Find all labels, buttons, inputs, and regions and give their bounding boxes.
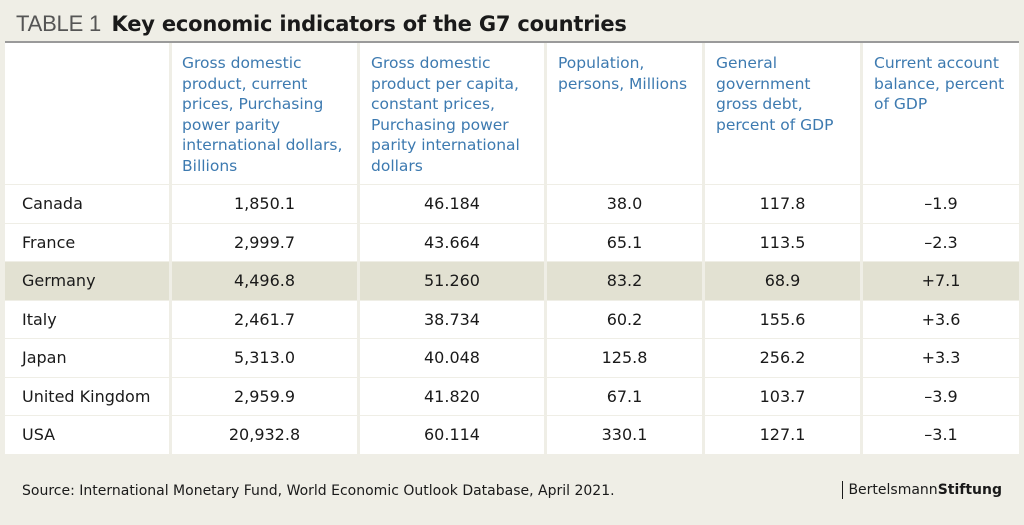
cell-gdp-per-capita: 41.820	[357, 376, 544, 415]
table-row: Canada 1,850.1 46.184 38.0 117.8 –1.9	[5, 184, 1019, 223]
cell-country: United Kingdom	[5, 376, 169, 415]
source-note: Source: International Monetary Fund, Wor…	[22, 483, 615, 499]
cell-gdp-per-capita: 51.260	[357, 261, 544, 300]
header-debt: General government gross debt, percent o…	[702, 43, 860, 184]
cell-gdp-per-capita: 60.114	[357, 415, 544, 454]
cell-current-account: –3.9	[860, 376, 1019, 415]
logo-part2: Stiftung	[937, 482, 1002, 498]
cell-current-account: +3.3	[860, 338, 1019, 377]
cell-gdp-per-capita: 40.048	[357, 338, 544, 377]
cell-debt: 68.9	[702, 261, 860, 300]
cell-gdp: 2,999.7	[169, 222, 357, 261]
cell-gdp: 1,850.1	[169, 184, 357, 223]
header-current-account: Current account balance, percent of GDP	[860, 43, 1019, 184]
header-gdp: Gross domestic product, current prices, …	[169, 43, 357, 184]
cell-debt: 103.7	[702, 376, 860, 415]
cell-debt: 256.2	[702, 338, 860, 377]
cell-gdp-per-capita: 43.664	[357, 222, 544, 261]
cell-population: 38.0	[544, 184, 702, 223]
cell-current-account: –3.1	[860, 415, 1019, 454]
cell-gdp: 2,461.7	[169, 299, 357, 338]
table-row: Italy 2,461.7 38.734 60.2 155.6 +3.6	[5, 299, 1019, 338]
cell-gdp-per-capita: 38.734	[357, 299, 544, 338]
cell-country: Italy	[5, 299, 169, 338]
title-divider	[5, 41, 1019, 43]
cell-gdp: 4,496.8	[169, 261, 357, 300]
cell-population: 83.2	[544, 261, 702, 300]
cell-debt: 155.6	[702, 299, 860, 338]
cell-gdp: 2,959.9	[169, 376, 357, 415]
cell-population: 330.1	[544, 415, 702, 454]
table-number: TABLE 1	[16, 11, 102, 36]
table-row: Germany 4,496.8 51.260 83.2 68.9 +7.1	[5, 261, 1019, 300]
header-gdp-per-capita: Gross domestic product per capita, const…	[357, 43, 544, 184]
header-population: Population, persons, Millions	[544, 43, 702, 184]
cell-population: 125.8	[544, 338, 702, 377]
table-title: TABLE 1 Key economic indicators of the G…	[16, 11, 627, 37]
cell-current-account: –1.9	[860, 184, 1019, 223]
table-row: USA 20,932.8 60.114 330.1 127.1 –3.1	[5, 415, 1019, 454]
cell-country: Canada	[5, 184, 169, 223]
cell-country: France	[5, 222, 169, 261]
table-row: France 2,999.7 43.664 65.1 113.5 –2.3	[5, 222, 1019, 261]
cell-population: 67.1	[544, 376, 702, 415]
cell-country: Japan	[5, 338, 169, 377]
cell-gdp: 20,932.8	[169, 415, 357, 454]
header-country	[5, 43, 169, 184]
cell-debt: 113.5	[702, 222, 860, 261]
cell-current-account: +7.1	[860, 261, 1019, 300]
cell-population: 60.2	[544, 299, 702, 338]
table-row: Japan 5,313.0 40.048 125.8 256.2 +3.3	[5, 338, 1019, 377]
header-row: Gross domestic product, current prices, …	[5, 43, 1019, 184]
cell-debt: 117.8	[702, 184, 860, 223]
cell-population: 65.1	[544, 222, 702, 261]
cell-debt: 127.1	[702, 415, 860, 454]
cell-country: USA	[5, 415, 169, 454]
cell-gdp-per-capita: 46.184	[357, 184, 544, 223]
cell-current-account: +3.6	[860, 299, 1019, 338]
logo-part1: Bertelsmann	[848, 482, 938, 498]
table-row: United Kingdom 2,959.9 41.820 67.1 103.7 –3.9	[5, 376, 1019, 415]
cell-gdp: 5,313.0	[169, 338, 357, 377]
bertelsmann-logo: BertelsmannStiftung	[842, 481, 1002, 499]
cell-current-account: –2.3	[860, 222, 1019, 261]
cell-country: Germany	[5, 261, 169, 300]
table-heading: Key economic indicators of the G7 countr…	[111, 12, 627, 36]
indicator-table: Gross domestic product, current prices, …	[5, 43, 1019, 454]
